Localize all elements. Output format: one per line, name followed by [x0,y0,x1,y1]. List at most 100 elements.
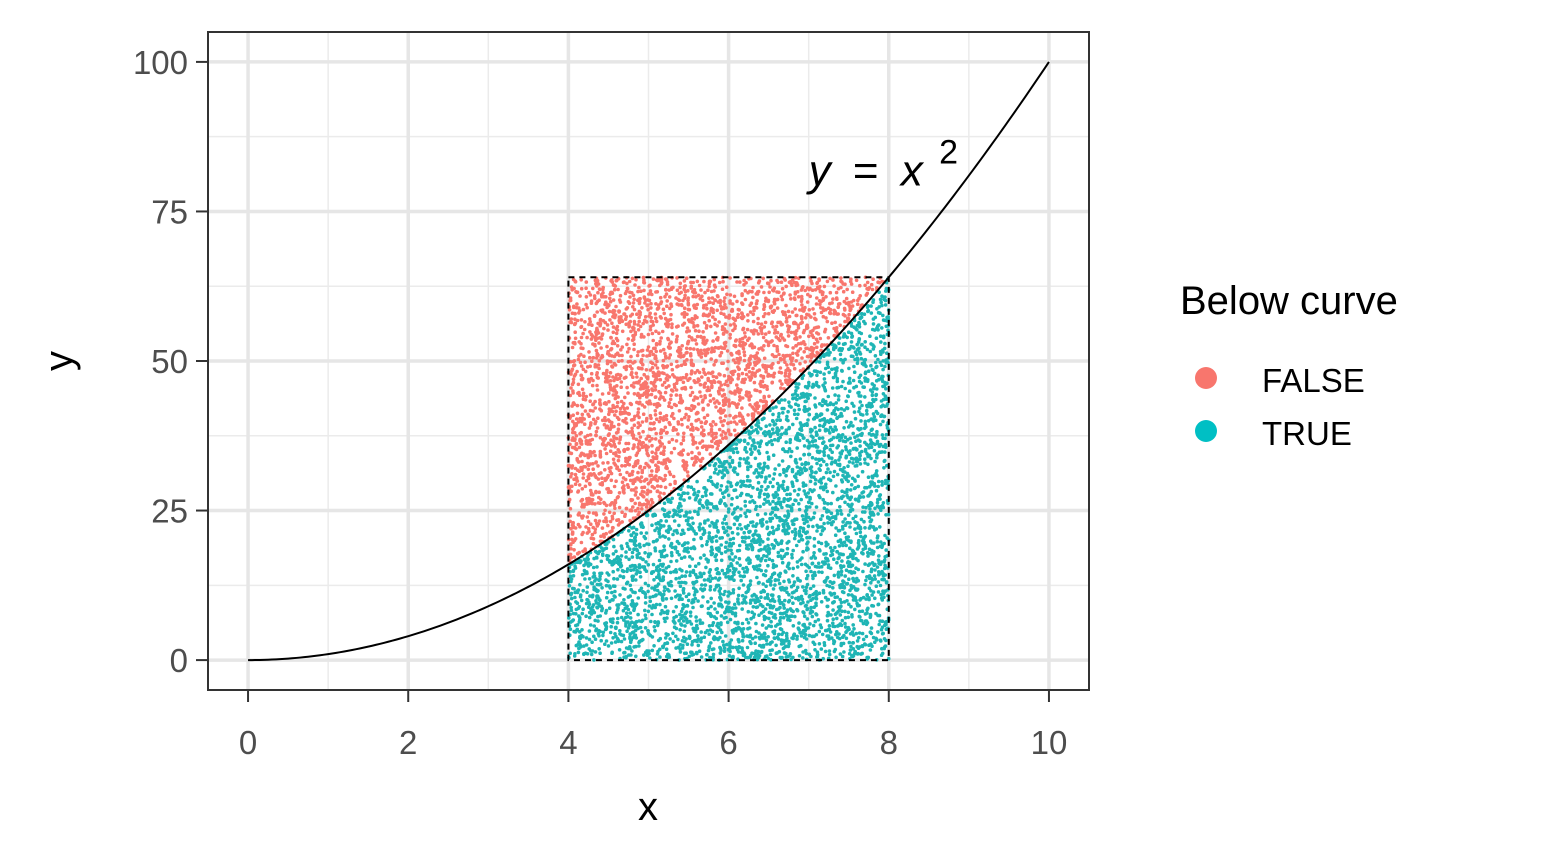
point-false [680,344,684,348]
point-false [634,277,638,282]
point-true [746,609,751,614]
point-false [812,312,817,316]
point-true [677,553,681,557]
point-false [737,308,741,312]
point-true [833,412,838,417]
point-false [591,378,595,383]
point-true [697,506,702,511]
point-true [587,615,592,620]
point-true [578,593,583,597]
point-true [728,455,732,460]
point-true [851,647,856,651]
point-true [782,431,787,435]
point-true [760,517,765,522]
point-true [804,589,808,593]
point-true [792,408,797,413]
point-true [639,521,644,525]
point-true [777,411,781,416]
point-false [593,502,597,506]
point-true [852,370,857,375]
point-false [595,310,599,314]
point-false [701,330,705,334]
point-true [776,488,781,492]
point-true [730,512,735,516]
point-true [820,632,825,637]
point-true [706,478,711,483]
point-true [578,634,582,639]
point-true [722,592,726,597]
point-false [780,382,784,386]
point-false [858,283,862,288]
point-false [775,330,780,335]
point-true [851,461,855,465]
point-true [691,582,696,586]
point-true [616,567,620,572]
point-true [777,581,782,586]
point-true [765,520,769,524]
point-true [679,508,684,513]
point-true [743,499,747,504]
point-false [633,283,637,287]
point-false [572,445,577,450]
point-true [857,338,861,342]
point-false [624,506,629,511]
point-false [688,346,693,351]
point-false [651,346,656,351]
point-true [726,590,731,594]
point-true [726,525,730,530]
point-false [622,484,626,488]
point-true [712,470,717,475]
point-false [811,307,815,311]
point-false [668,306,672,311]
point-true [825,408,830,412]
point-true [677,580,681,585]
point-false [661,358,666,363]
point-true [764,487,768,492]
point-true [763,558,768,563]
point-true [816,618,821,622]
point-true [747,626,752,630]
point-false [654,451,658,456]
point-true [639,531,643,535]
point-false [609,478,614,483]
point-true [841,527,845,531]
point-true [876,484,880,489]
point-true [820,514,825,518]
point-true [659,612,663,616]
point-true [746,621,751,625]
point-true [838,538,843,542]
point-true [668,570,673,575]
point-true [835,550,840,554]
point-true [859,419,863,423]
point-true [773,513,778,518]
point-false [618,472,623,477]
point-false [697,283,702,288]
point-false [644,461,648,466]
point-true [876,373,881,378]
point-true [686,546,690,550]
point-true [697,525,701,530]
point-false [684,375,688,380]
point-false [569,369,574,373]
point-false [631,436,636,440]
point-true [757,631,761,635]
point-false [623,291,628,296]
point-false [609,359,613,364]
point-true [770,558,775,563]
point-true [867,586,872,591]
point-false [815,345,819,350]
point-true [838,585,842,590]
point-true [770,525,775,530]
point-true [803,633,808,637]
point-true [751,605,756,609]
point-false [738,280,742,284]
point-true [833,647,838,652]
point-false [788,353,792,358]
point-true [716,528,720,533]
point-false [596,376,600,380]
point-true [835,386,839,390]
point-true [678,650,683,654]
point-true [810,372,814,377]
point-false [761,314,766,319]
point-true [636,596,641,600]
